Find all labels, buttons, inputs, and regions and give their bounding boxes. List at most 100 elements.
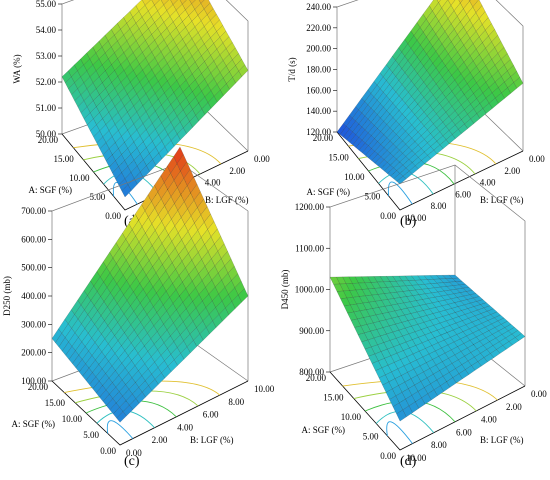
z-tick-label: 160.00 — [306, 85, 331, 95]
y-tick-label: 2.00 — [504, 166, 520, 176]
y-tick-label: 0.00 — [531, 389, 547, 399]
z-tick-label: 100.00 — [21, 376, 46, 386]
y-tick-label: 2.00 — [506, 402, 522, 412]
panel-label-d: (d) — [400, 454, 417, 469]
y-tick-label: 4.00 — [205, 178, 221, 188]
response-surface — [51, 146, 249, 423]
surface-cell — [436, 0, 441, 3]
x-tick-label: 5.00 — [90, 192, 106, 202]
y-tick-label: 0.00 — [126, 448, 142, 458]
panel-b: 120.00 140.00 160.00 180.00 200.00 220.00 240.… — [275, 0, 550, 240]
y-tick-label: 8.00 — [431, 440, 447, 450]
panel-label-c: (c) — [124, 454, 140, 469]
response-surface — [329, 274, 526, 422]
surface-plot-b: 120.00 140.00 160.00 180.00 200.00 220.00 240.… — [287, 0, 545, 223]
x-tick-label: 15.00 — [329, 153, 350, 163]
surface-cell — [458, 0, 463, 4]
surface-cell — [198, 0, 205, 4]
y-axis-label: B: LGF (%) — [205, 195, 249, 205]
z-tick-label: 500.00 — [21, 263, 46, 273]
z-tick-label: 53.00 — [36, 51, 57, 61]
x-tick-label: 10.00 — [341, 412, 362, 422]
z-axis-label: T/d (s) — [287, 57, 297, 81]
x-tick-label: 5.00 — [83, 430, 99, 440]
x-tick-label: 10.00 — [344, 172, 365, 182]
response-surface — [336, 0, 524, 185]
z-tick-label: 800.00 — [299, 367, 324, 377]
z-tick-label: 51.00 — [36, 103, 57, 113]
x-tick-label: 20.00 — [313, 133, 334, 143]
x-tick-label: 10.00 — [69, 173, 90, 183]
surface-plot-c: 100.00 200.00 300.00 400.00 500.00 600.00 700.… — [2, 146, 275, 458]
z-tick-label: 140.00 — [306, 106, 331, 116]
z-tick-label: 200.00 — [21, 348, 46, 358]
surface-plot-d: 800.00 900.00 1000.00 1100.00 1200.00 D450 (m… — [280, 164, 547, 463]
z-tick-label: 52.00 — [36, 77, 57, 87]
x-tick-label: 15.00 — [45, 398, 66, 408]
panel-label-b: (b) — [400, 214, 417, 229]
x-tick-label: 0.00 — [380, 211, 396, 221]
x-tick-label: 0.00 — [105, 211, 121, 221]
x-tick-label: 0.00 — [380, 451, 396, 461]
x-tick-label: 5.00 — [365, 192, 381, 202]
z-tick-label: 1000.00 — [295, 285, 325, 295]
z-tick-label: 50.00 — [36, 129, 57, 139]
x-axis-label: A: SGF (%) — [11, 419, 55, 429]
y-tick-label: 4.00 — [481, 415, 497, 425]
z-tick-label: 1200.00 — [295, 202, 325, 212]
y-tick-label: 4.00 — [480, 178, 496, 188]
z-tick-label: 900.00 — [299, 326, 324, 336]
z-axis-label: WA (%) — [12, 54, 22, 83]
panel-c: 100.00 200.00 300.00 400.00 500.00 600.00 700.… — [0, 146, 275, 480]
z-axis-label: D450 (mb) — [280, 270, 290, 310]
panel-a: 50.00 51.00 52.00 53.00 54.00 55.00 WA (%) 0.00… — [0, 0, 275, 240]
y-axis-label: B: LGF (%) — [480, 195, 524, 205]
z-axis-label: D250 (mb) — [2, 276, 12, 316]
y-tick-label: 2.00 — [229, 166, 245, 176]
x-tick-label: 20.00 — [38, 135, 59, 145]
panel-d: 800.00 900.00 1000.00 1100.00 1200.00 D450 (m… — [275, 164, 550, 480]
surface-plot-a: 50.00 51.00 52.00 53.00 54.00 55.00 WA (%) 0.00… — [12, 0, 270, 223]
y-axis-label: B: LGF (%) — [190, 435, 234, 445]
x-tick-label: 15.00 — [54, 154, 75, 164]
y-tick-label: 10.00 — [406, 213, 427, 223]
z-tick-label: 220.00 — [306, 23, 331, 33]
y-tick-label: 2.00 — [152, 435, 168, 445]
z-tick-label: 400.00 — [21, 291, 46, 301]
z-tick-label: 54.00 — [36, 25, 57, 35]
y-tick-label: 8.00 — [431, 201, 447, 211]
surface-cell — [396, 409, 407, 422]
x-axis-label: A: SGF (%) — [306, 187, 350, 197]
surface-cell — [121, 184, 132, 198]
y-tick-label: 0.00 — [529, 154, 545, 164]
z-tick-label: 300.00 — [21, 319, 46, 329]
y-tick-label: 6.00 — [456, 427, 472, 437]
z-tick-label: 1100.00 — [295, 243, 324, 253]
y-tick-label: 6.00 — [455, 189, 471, 199]
x-tick-label: 10.00 — [62, 414, 83, 424]
surface-cell — [116, 411, 127, 423]
y-axis-label: B: LGF (%) — [480, 435, 524, 445]
x-axis-label: A: SGF (%) — [28, 185, 72, 195]
surface-cell — [396, 176, 407, 185]
z-tick-label: 700.00 — [21, 206, 46, 216]
z-tick-label: 55.00 — [36, 0, 57, 9]
response-surface — [61, 0, 249, 198]
y-tick-label: 8.00 — [228, 397, 244, 407]
x-tick-label: 20.00 — [306, 373, 327, 383]
x-tick-label: 15.00 — [323, 393, 344, 403]
y-tick-label: 10.00 — [406, 453, 427, 463]
y-tick-label: 6.00 — [203, 410, 219, 420]
y-tick-label: 4.00 — [177, 422, 193, 432]
z-tick-label: 180.00 — [306, 65, 331, 75]
z-tick-label: 240.00 — [306, 2, 331, 12]
x-tick-label: 20.00 — [28, 382, 49, 392]
z-tick-label: 600.00 — [21, 234, 46, 244]
x-tick-label: 0.00 — [100, 446, 116, 456]
x-tick-label: 5.00 — [363, 432, 379, 442]
z-tick-label: 200.00 — [306, 44, 331, 54]
y-tick-label: 10.00 — [254, 384, 275, 394]
z-tick-label: 120.00 — [306, 127, 331, 137]
y-tick-label: 0.00 — [254, 154, 270, 164]
